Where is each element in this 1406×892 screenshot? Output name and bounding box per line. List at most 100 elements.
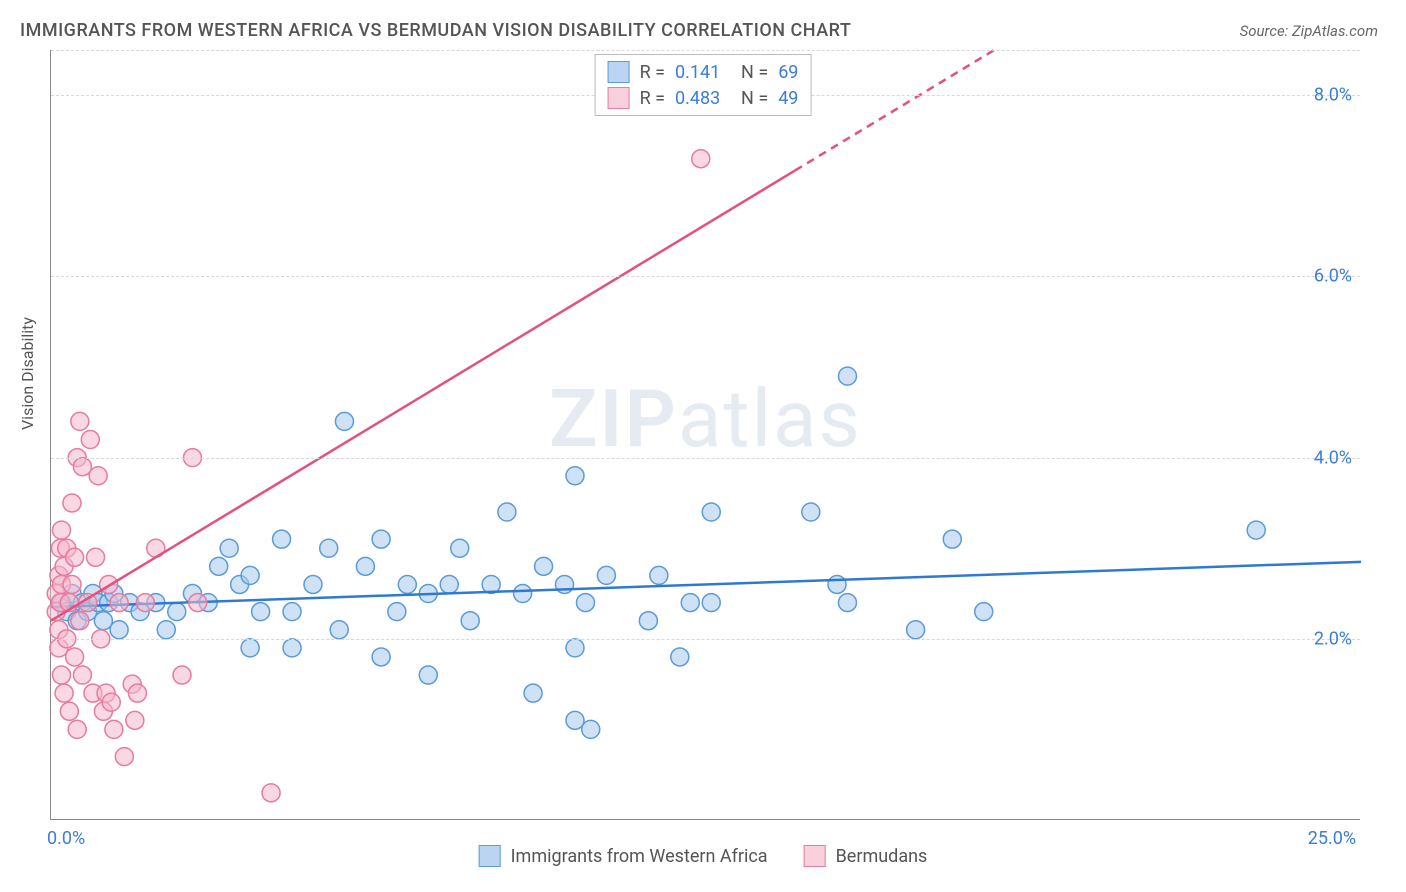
scatter-point <box>241 566 259 584</box>
legend-series-label: Immigrants from Western Africa <box>511 846 768 867</box>
scatter-point <box>498 503 516 521</box>
y-tick-label: 2.0% <box>1314 628 1352 649</box>
scatter-point <box>975 603 993 621</box>
scatter-point <box>210 557 228 575</box>
scatter-point <box>335 412 353 430</box>
scatter-point <box>283 603 301 621</box>
gridline <box>51 639 1360 640</box>
plot-area: ZIPatlas 2.0%4.0%6.0%8.0%0.0%25.0% <box>50 50 1360 820</box>
scatter-point <box>173 666 191 684</box>
legend-r-label: R = <box>640 62 665 83</box>
legend-n-label: N = <box>741 62 768 83</box>
y-tick-label: 8.0% <box>1314 85 1352 106</box>
scatter-point <box>1247 521 1265 539</box>
scatter-point <box>514 585 532 603</box>
scatter-point <box>73 666 91 684</box>
scatter-point <box>115 748 133 766</box>
scatter-point <box>110 594 128 612</box>
y-tick-label: 6.0% <box>1314 266 1352 287</box>
scatter-point <box>66 548 84 566</box>
scatter-point <box>828 575 846 593</box>
scatter-point <box>102 693 120 711</box>
y-axis-label: Vision Disability <box>18 317 37 430</box>
scatter-point <box>650 566 668 584</box>
chart-title: IMMIGRANTS FROM WESTERN AFRICA VS BERMUD… <box>20 20 851 41</box>
scatter-point <box>55 684 73 702</box>
x-tick-label: 0.0% <box>47 828 85 849</box>
scatter-point <box>94 612 112 630</box>
scatter-point <box>671 648 689 666</box>
scatter-point <box>73 458 91 476</box>
scatter-point <box>702 503 720 521</box>
scatter-point <box>273 530 291 548</box>
legend-n-label: N = <box>741 88 768 109</box>
scatter-point <box>388 603 406 621</box>
legend-r-label: R = <box>640 88 665 109</box>
x-tick-label: 25.0% <box>1308 828 1356 849</box>
scatter-point <box>419 666 437 684</box>
legend-item: Bermudans <box>804 845 928 867</box>
scatter-point <box>566 639 584 657</box>
scatter-point <box>63 575 81 593</box>
scatter-point <box>110 621 128 639</box>
scatter-point <box>81 431 99 449</box>
scatter-point <box>60 702 78 720</box>
legend-row: R = 0.483 N = 49 <box>604 85 803 111</box>
scatter-point <box>356 557 374 575</box>
scatter-point <box>252 603 270 621</box>
scatter-point <box>52 521 70 539</box>
scatter-point <box>52 666 70 684</box>
correlation-legend: R = 0.141 N = 69 R = 0.483 N = 49 <box>595 54 812 116</box>
scatter-point <box>241 639 259 657</box>
legend-n-value: 49 <box>778 88 798 109</box>
scatter-point <box>330 621 348 639</box>
scatter-point <box>639 612 657 630</box>
gridline <box>51 458 1360 459</box>
chart-source: Source: ZipAtlas.com <box>1240 22 1378 40</box>
scatter-point <box>566 467 584 485</box>
scatter-point <box>597 566 615 584</box>
legend-r-value: 0.141 <box>675 62 731 83</box>
scatter-point <box>440 575 458 593</box>
scatter-point <box>681 594 699 612</box>
scatter-point <box>66 648 84 666</box>
scatter-point <box>87 548 105 566</box>
legend-swatch <box>479 845 501 867</box>
scatter-point <box>838 594 856 612</box>
scatter-point <box>692 150 710 168</box>
scatter-point <box>372 530 390 548</box>
legend-r-value: 0.483 <box>675 88 731 109</box>
scatter-point <box>535 557 553 575</box>
legend-swatch <box>608 87 630 109</box>
scatter-point <box>105 720 123 738</box>
scatter-point <box>398 575 416 593</box>
scatter-point <box>262 784 280 802</box>
scatter-point <box>582 720 600 738</box>
scatter-point <box>220 539 238 557</box>
scatter-point <box>943 530 961 548</box>
scatter-point <box>126 711 144 729</box>
legend-series-label: Bermudans <box>836 846 928 867</box>
scatter-point <box>838 367 856 385</box>
scatter-point <box>168 603 186 621</box>
gridline <box>51 276 1360 277</box>
scatter-point <box>136 594 154 612</box>
scatter-point <box>372 648 390 666</box>
scatter-point <box>68 720 86 738</box>
scatter-point <box>71 412 89 430</box>
scatter-point <box>283 639 301 657</box>
scatter-point <box>157 621 175 639</box>
legend-n-value: 69 <box>778 62 798 83</box>
scatter-point <box>71 612 89 630</box>
legend-item: Immigrants from Western Africa <box>479 845 768 867</box>
scatter-point <box>566 711 584 729</box>
scatter-point <box>461 612 479 630</box>
scatter-point <box>802 503 820 521</box>
scatter-point <box>128 684 146 702</box>
scatter-point <box>576 594 594 612</box>
trend-line <box>51 170 795 620</box>
trend-line-dashed <box>795 50 994 170</box>
chart-svg <box>51 50 1360 819</box>
gridline <box>51 50 1360 51</box>
series-legend: Immigrants from Western Africa Bermudans <box>469 845 938 867</box>
